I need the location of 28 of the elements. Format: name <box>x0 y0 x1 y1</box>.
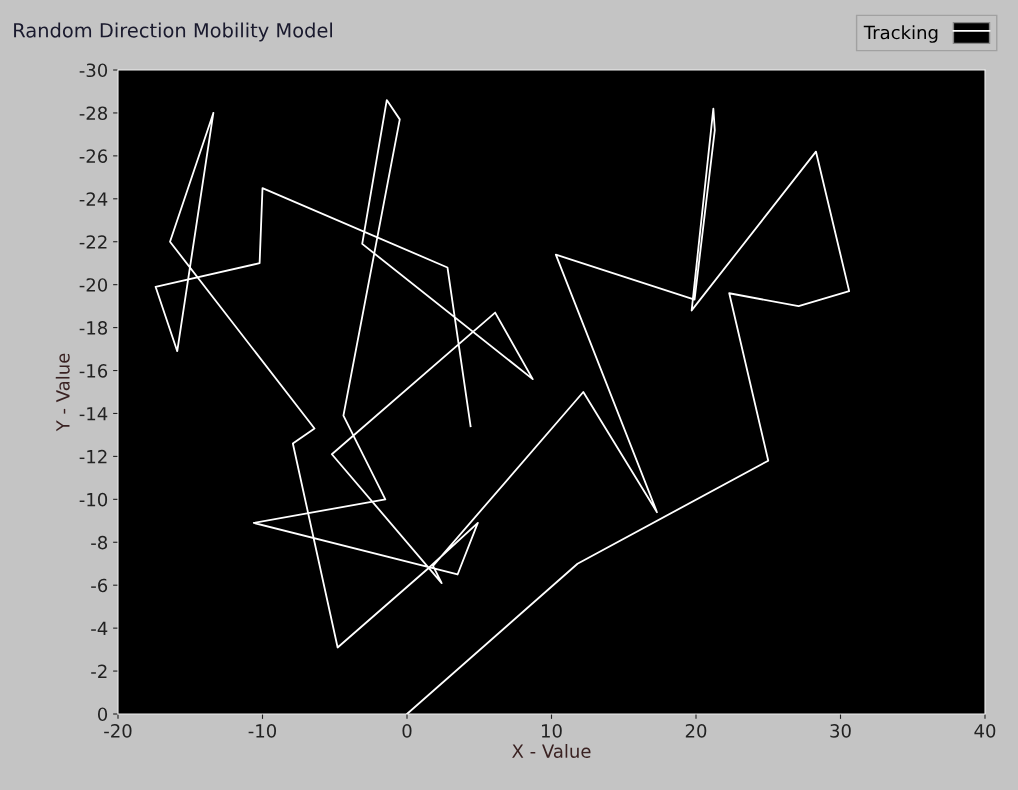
y-tick-label: -2 <box>91 664 107 678</box>
x-tick-label: 0 <box>402 724 412 738</box>
y-tick-label: -22 <box>79 235 107 249</box>
x-tick-label: 30 <box>830 724 851 738</box>
y-tick-label: -4 <box>91 621 108 635</box>
x-tick-label: -10 <box>248 724 277 738</box>
x-tick-label: 10 <box>542 724 562 738</box>
y-tick-label: 0 <box>97 707 108 722</box>
line-series <box>154 99 851 714</box>
y-tick-label: -26 <box>79 149 108 163</box>
y-tick-label: -18 <box>79 321 108 335</box>
x-tick-label: -20 <box>104 724 132 738</box>
legend-label: Tracking <box>863 25 938 43</box>
y-tick-label: -30 <box>79 63 108 78</box>
y-tick-label: -24 <box>79 192 108 206</box>
y-tick-label: -14 <box>79 407 108 421</box>
y-axis-title: Y - Value <box>55 353 70 432</box>
y-tick-label: -28 <box>79 106 108 121</box>
y-tick-label: -6 <box>91 578 108 593</box>
y-tick-label: -10 <box>79 492 108 507</box>
x-tick-label: 20 <box>685 724 707 738</box>
y-tick-label: -12 <box>79 449 107 464</box>
chart-title: Random Direction Mobility Model <box>14 22 332 42</box>
y-tick-label: -8 <box>91 535 108 550</box>
x-axis-title: X - Value <box>512 743 591 758</box>
x-tick-label: 40 <box>974 724 996 738</box>
y-tick-label: -16 <box>79 363 108 378</box>
y-tick-label: -20 <box>79 278 108 292</box>
